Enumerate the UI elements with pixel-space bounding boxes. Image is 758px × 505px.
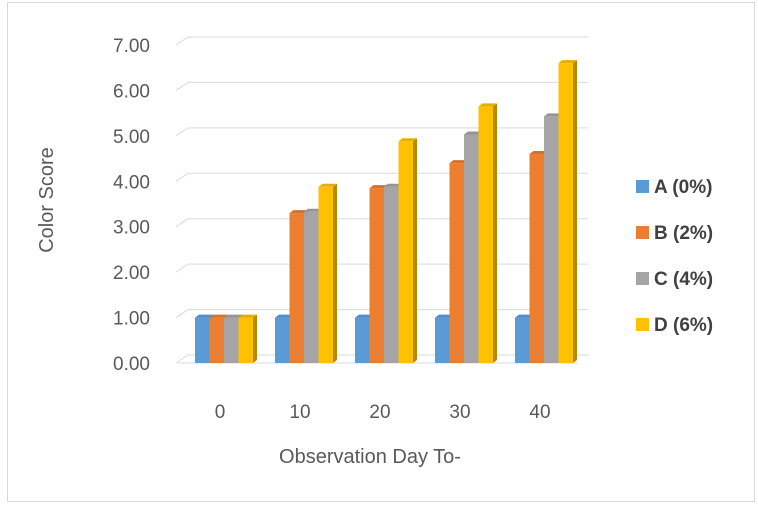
bar xyxy=(369,188,384,363)
bar xyxy=(515,317,530,363)
x-tick-label: 40 xyxy=(529,402,550,423)
y-axis-title: Color Score xyxy=(36,147,58,253)
bar-top xyxy=(355,314,374,318)
bar xyxy=(544,116,559,363)
x-tick-label: 0 xyxy=(215,402,226,423)
legend: A (0%) B (2%) C (4%) D (6%) xyxy=(636,177,713,336)
bar-top xyxy=(304,208,323,212)
legend-swatch xyxy=(636,272,649,285)
gridline-diagonal xyxy=(175,127,189,137)
bar-top xyxy=(544,113,563,117)
y-tick-label: 4.00 xyxy=(113,172,150,193)
y-tick-label: 7.00 xyxy=(113,36,150,57)
bar xyxy=(289,213,304,363)
x-tick-label: 10 xyxy=(289,402,310,423)
x-tick-label: 30 xyxy=(449,402,470,423)
y-tick-label: 2.00 xyxy=(113,263,150,284)
legend-label: B (2%) xyxy=(654,223,713,244)
gridline-diagonal xyxy=(175,82,189,91)
bar xyxy=(529,154,544,363)
bar-top xyxy=(398,138,417,142)
y-tick-label: 5.00 xyxy=(113,127,150,148)
y-tick-label: 1.00 xyxy=(113,309,150,330)
bar-side xyxy=(253,314,257,363)
bar-top xyxy=(464,131,483,135)
bar-top xyxy=(209,314,228,318)
bar-side xyxy=(333,183,337,363)
bar xyxy=(478,106,493,363)
bar-top xyxy=(478,103,497,107)
x-axis-ticks: 0 10 20 30 40 xyxy=(215,402,551,423)
bar xyxy=(195,317,210,363)
bar-top xyxy=(275,314,294,318)
bar-top xyxy=(289,210,308,214)
y-tick-label: 3.00 xyxy=(113,218,150,239)
bar-top xyxy=(558,60,577,64)
bar-top xyxy=(224,314,243,318)
bar xyxy=(238,317,253,363)
bar xyxy=(355,317,370,363)
bars xyxy=(195,60,577,364)
bar xyxy=(449,163,464,363)
x-axis-title: Observation Day To- xyxy=(279,446,461,468)
bar xyxy=(558,63,573,364)
bar-top xyxy=(384,183,403,187)
bar-side xyxy=(413,138,417,363)
bar xyxy=(304,211,319,363)
bar-top xyxy=(195,314,214,318)
gridline-diagonal xyxy=(175,309,189,318)
gridline-diagonal xyxy=(175,263,189,273)
bar xyxy=(435,317,450,363)
legend-swatch xyxy=(636,180,649,193)
bar-top xyxy=(515,314,534,318)
bar xyxy=(224,317,239,363)
bar-side xyxy=(493,103,497,363)
bar-top xyxy=(369,185,388,189)
y-axis-ticks: 0.00 1.00 2.00 3.00 4.00 5.00 6.00 7.00 xyxy=(113,36,150,375)
legend-swatch xyxy=(636,226,649,239)
bar-top xyxy=(529,151,548,155)
bar-top xyxy=(435,314,454,318)
y-tick-label: 6.00 xyxy=(113,81,150,102)
y-tick-label: 0.00 xyxy=(113,354,150,375)
gridline-diagonal xyxy=(175,354,189,364)
legend-swatch xyxy=(636,318,649,331)
bar-top xyxy=(318,183,337,187)
bar xyxy=(384,186,399,363)
gridline-diagonal xyxy=(175,36,189,46)
bar-top xyxy=(238,314,257,318)
gridline-diagonal xyxy=(175,172,189,182)
legend-label: D (6%) xyxy=(654,315,713,336)
bar-side xyxy=(573,60,577,364)
bar xyxy=(398,141,413,363)
gridline-diagonal xyxy=(175,218,189,228)
legend-label: A (0%) xyxy=(654,177,712,198)
bar xyxy=(209,317,224,363)
x-tick-label: 20 xyxy=(369,402,390,423)
bar xyxy=(275,317,290,363)
bar xyxy=(318,186,333,363)
legend-label: C (4%) xyxy=(654,269,713,290)
bar-top xyxy=(449,160,468,164)
bar xyxy=(464,134,479,363)
